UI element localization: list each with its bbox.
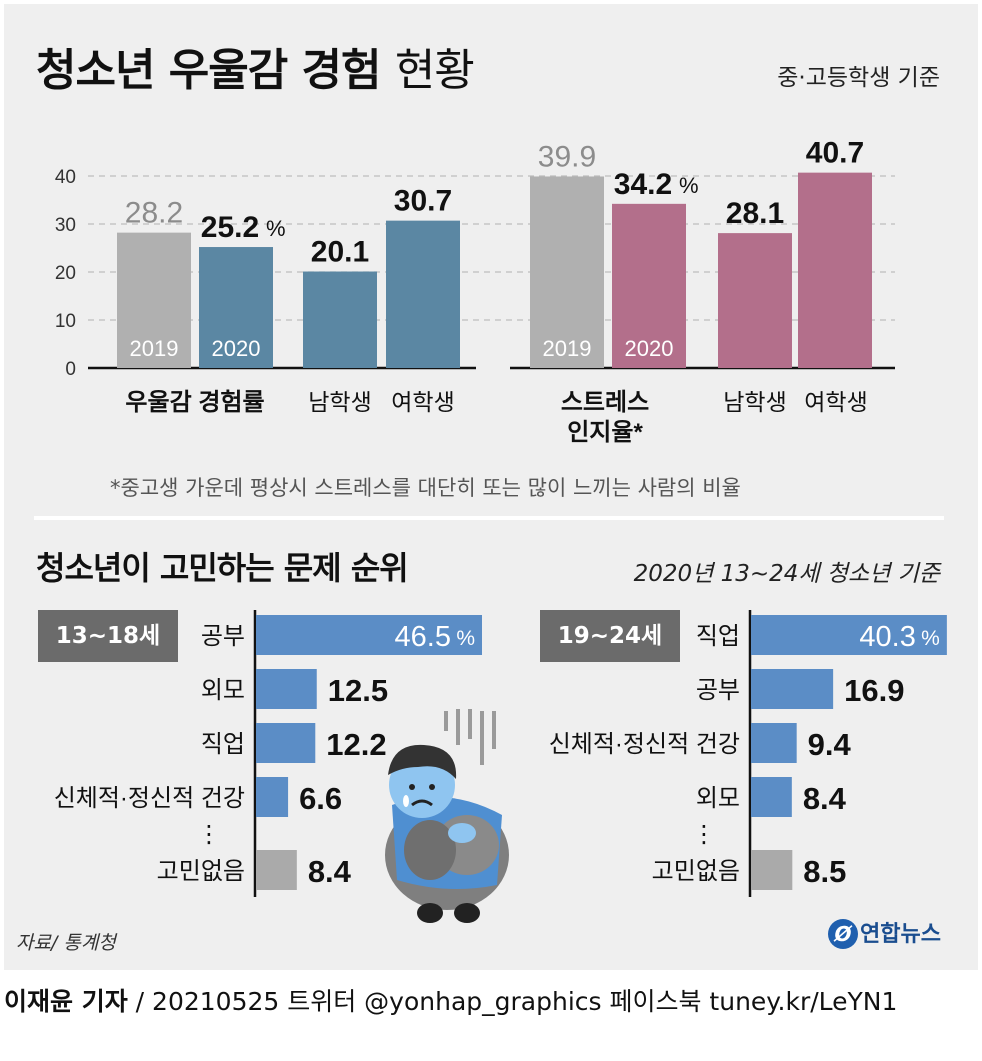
year-label: 2020 <box>212 336 261 361</box>
year-label: 2020 <box>625 336 674 361</box>
bar <box>612 203 686 368</box>
y-tick-label: 30 <box>55 215 76 236</box>
unit-label: % <box>456 627 475 650</box>
category-label: 외모 <box>201 677 245 704</box>
category-label: 남학생 <box>723 389 786 415</box>
value-label: 28.2 <box>125 197 183 230</box>
survey-basis: 중·고등학생 기준 <box>777 65 940 91</box>
value-label: 8.4 <box>308 854 352 889</box>
unit-label: % <box>266 216 286 241</box>
bar <box>256 723 316 763</box>
bar <box>751 850 793 890</box>
year-label: 2019 <box>543 336 592 361</box>
infographic-panel <box>4 4 978 970</box>
year-label: 2019 <box>130 336 179 361</box>
credit-details: / 20210525 트위터 @yonhap_graphics 페이스북 tun… <box>127 987 898 1016</box>
bar <box>751 723 797 763</box>
category-label: 스트레스 <box>561 389 649 416</box>
gap-marker: ⋮ <box>692 821 716 848</box>
y-tick-label: 20 <box>55 263 76 284</box>
section-title: 청소년이 고민하는 문제 순위 <box>36 549 409 587</box>
bar <box>256 615 482 655</box>
bar <box>798 172 872 368</box>
value-label: 8.4 <box>803 781 847 816</box>
credit-line: 이재윤 기자 / 20210525 트위터 @yonhap_graphics 페… <box>4 982 897 1018</box>
bar <box>117 232 191 368</box>
bar <box>751 777 792 817</box>
value-label: 25.2 <box>201 211 259 244</box>
unit-label: % <box>921 627 940 650</box>
value-label: 28.1 <box>726 197 784 230</box>
value-label: 39.9 <box>538 140 596 173</box>
rain-lines-icon <box>444 709 496 765</box>
category-label: 고민없음 <box>652 858 740 885</box>
y-tick-label: 10 <box>55 311 76 332</box>
title-bold: 청소년 우울감 경험 <box>36 45 381 96</box>
bar <box>199 247 273 368</box>
bar <box>303 271 377 368</box>
category-label: 공부 <box>696 677 740 704</box>
bar <box>751 615 947 655</box>
bar <box>256 669 317 709</box>
bar <box>386 220 460 368</box>
category-label: 신체적·정신적 건강 <box>54 785 245 812</box>
category-label: 여학생 <box>804 389 867 415</box>
category-label: 직업 <box>201 731 245 758</box>
value-label: 12.2 <box>326 727 386 762</box>
category-label: 직업 <box>696 623 740 650</box>
value-label: 20.1 <box>311 236 369 269</box>
value-label: 34.2 <box>614 168 672 201</box>
category-label: 고민없음 <box>157 858 245 885</box>
page-title: 청소년 우울감 경험 현황 <box>36 34 475 98</box>
depression-stress-chart: 0 10 20 30 40 28.2 2019 25.2 % 2020 20.1 30.7 39.9 20… <box>55 137 895 446</box>
gap-marker: ⋮ <box>197 821 221 848</box>
bar <box>256 850 297 890</box>
worries-ranking-chart: 공부 46.5 % 외모 12.5 직업 12.2 신체적·정신적 건강 6.6 고민없음 8.4 ⋮… <box>54 610 947 897</box>
data-source: 자료/ 통계청 <box>16 932 116 954</box>
bar <box>530 176 604 368</box>
section-divider <box>34 516 944 520</box>
value-label: 46.5 <box>395 621 451 653</box>
age-badge-13-18: 13~18세 <box>38 610 178 662</box>
sad-teen-illustration <box>385 709 509 923</box>
category-label: 인지율* <box>567 419 643 446</box>
value-label: 40.3 <box>859 621 915 653</box>
value-label: 6.6 <box>299 781 342 816</box>
category-label: 외모 <box>696 785 740 812</box>
bar <box>718 233 792 368</box>
title-light: 현황 <box>394 45 475 96</box>
bar <box>751 669 834 709</box>
y-tick-label: 40 <box>55 167 76 188</box>
value-label: 30.7 <box>394 185 452 218</box>
section-basis: 2020년 13~24세 청소년 기준 <box>633 561 940 587</box>
category-label: 우울감 경험률 <box>125 389 264 416</box>
value-label: 12.5 <box>328 673 388 708</box>
age-badge-19-24: 19~24세 <box>540 610 680 662</box>
y-tick-label: 0 <box>65 359 76 380</box>
value-label: 9.4 <box>808 727 852 762</box>
bar <box>256 777 289 817</box>
reporter-name: 이재윤 기자 <box>4 987 128 1016</box>
category-label: 여학생 <box>391 389 454 415</box>
unit-label: % <box>679 173 699 198</box>
value-label: 16.9 <box>844 673 904 708</box>
category-label: 공부 <box>201 623 245 650</box>
yonhap-logo: Ø 연합뉴스 <box>828 916 941 949</box>
value-label: 40.7 <box>806 137 864 170</box>
category-label: 남학생 <box>308 389 371 415</box>
category-label: 신체적·정신적 건강 <box>549 731 740 758</box>
value-label: 8.5 <box>803 854 846 889</box>
footnote: *중고생 가운데 평상시 스트레스를 대단히 또는 많이 느끼는 사람의 비율 <box>110 476 741 500</box>
yonhap-logo-text: 연합뉴스 <box>860 922 941 947</box>
yonhap-logo-icon: Ø <box>828 919 858 949</box>
